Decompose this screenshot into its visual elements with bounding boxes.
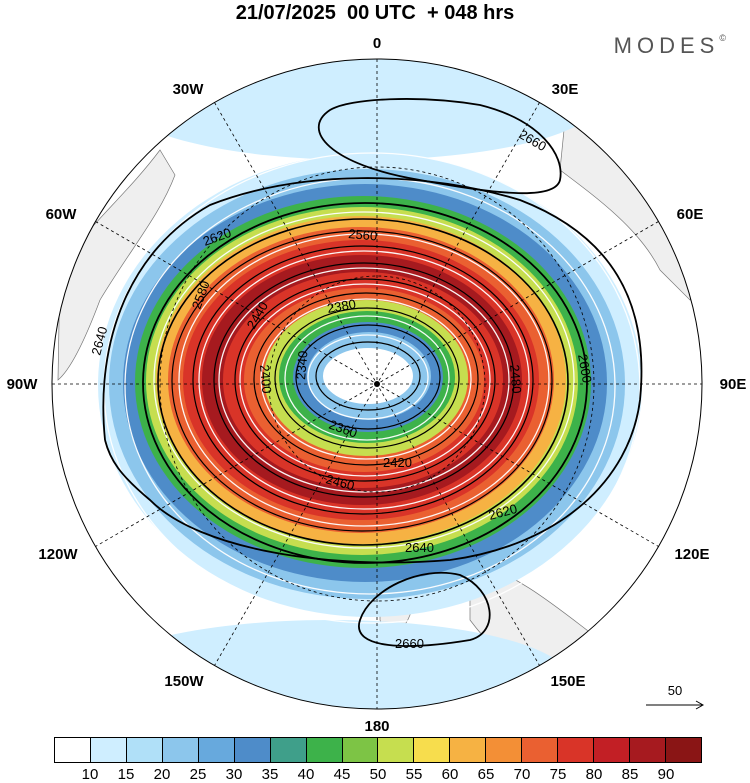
lon-label-60e: 60E [677,206,704,223]
lon-label-0: 0 [373,35,381,52]
south-pole-marker [374,381,380,387]
lon-label-120e: 120E [674,546,709,563]
colorbar-swatch [558,738,595,762]
contour-label-2600: 2600 [575,353,595,384]
colorbar-tick-label: 70 [513,766,531,783]
lon-label-150e: 150E [550,673,585,690]
colorbar-tick-label: 25 [189,766,207,783]
contour-label-2660-south: 2660 [395,636,424,651]
contour-label-2420: 2420 [383,455,412,470]
colorbar-swatch [55,738,91,762]
colorbar-tick-label: 90 [657,766,675,783]
contour-label-2620-south: 2620 [487,501,519,523]
colorbar-swatch [378,738,415,762]
colorbar-swatch [90,738,127,762]
lon-label-30w: 30W [173,81,205,98]
height-contours [102,98,643,647]
contour-label-2480: 2480 [507,364,524,394]
contour-label-2460: 2460 [324,471,356,493]
colorbar-tick-labels: 10 15 20 25 30 35 40 45 50 55 60 65 70 75 80 85 90 [0,766,750,783]
colorbar-tick-label: 85 [621,766,639,783]
contour-label-2380: 2380 [326,296,357,316]
logo-text: MODES [613,33,720,58]
colorbar-swatch [522,738,559,762]
colorbar-swatch [234,738,271,762]
colorbar-tick-label: 20 [153,766,171,783]
colorbar-swatch [342,738,379,762]
colorbar-swatch [594,738,630,762]
modes-logo: MODES© [614,33,726,59]
colorbar-tick-label: 10 [81,766,99,783]
colorbar-tick-label: 50 [369,766,387,783]
colorbar-tick-label: 30 [225,766,243,783]
colorbar-swatch [414,738,451,762]
lon-label-150w: 150W [164,673,204,690]
colorbar-tick-label: 80 [585,766,603,783]
lon-label-60w: 60W [46,206,78,223]
map-title: 21/07/2025 00 UTC + 048 hrs [235,2,515,24]
contour-label-2340: 2340 [293,350,310,380]
colorbar-tick-label: 75 [549,766,567,783]
reference-arrow-icon [646,700,705,710]
globe-outline [51,58,703,710]
colorbar-swatch [306,738,343,762]
contour-label-2560: 2560 [348,226,378,243]
colorbar-tick-label: 15 [117,766,135,783]
colorbar-tick-label: 45 [333,766,351,783]
colorbar-swatch [198,738,235,762]
colorbar-swatch [126,738,163,762]
colorbar-swatch [450,738,487,762]
colorbar-tick-label: 40 [297,766,315,783]
lon-label-120w: 120W [38,546,78,563]
colorbar-tick-label: 60 [441,766,459,783]
colorbar-swatch [270,738,307,762]
colorbar-tick-label: 35 [261,766,279,783]
colorbar-swatch [162,738,199,762]
reference-vector-label: 50 [667,683,683,698]
colorbar-swatch [486,738,523,762]
colorbar-tick-label: 65 [477,766,495,783]
colorbar-swatch [665,738,701,762]
contour-label-2640: 2640 [88,325,110,357]
copyright-mark: © [719,33,726,43]
lon-label-30e: 30E [552,81,579,98]
lon-label-90e: 90E [720,376,747,393]
contour-label-2400: 2400 [257,364,274,394]
colorbar-swatch [630,738,666,762]
lon-label-180: 180 [364,718,389,735]
reference-vector: 50 [640,683,710,713]
contour-label-2640-south: 2640 [405,540,434,555]
lon-label-90w: 90W [7,376,39,393]
colorbar-tick-label: 55 [405,766,423,783]
colorbar [54,737,702,763]
